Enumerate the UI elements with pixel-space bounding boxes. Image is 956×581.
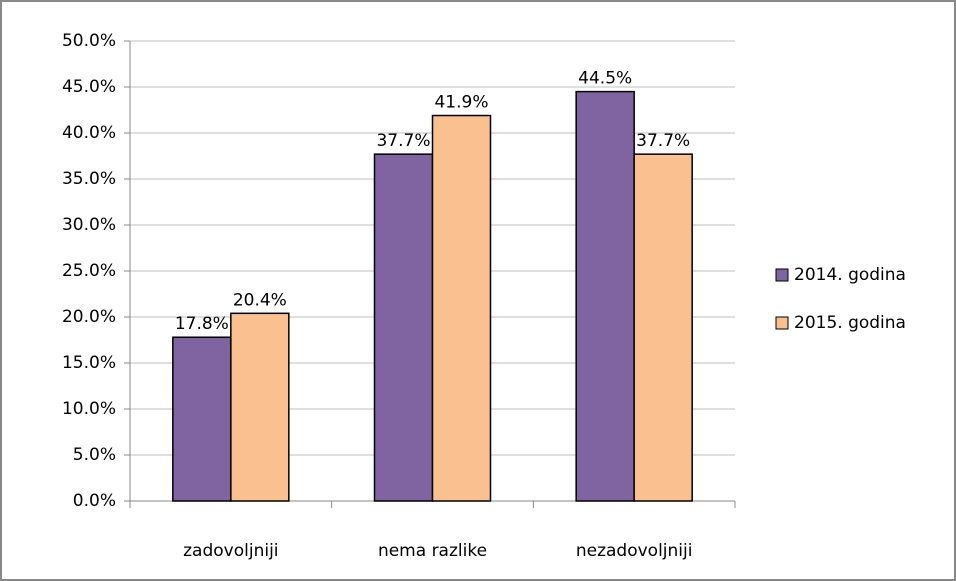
data-label: 37.7% (376, 131, 430, 151)
y-tick-label: 30.0% (62, 215, 116, 235)
legend-label: 2015. godina (794, 313, 906, 333)
y-tick-label: 20.0% (62, 307, 116, 327)
data-label: 37.7% (636, 131, 690, 151)
y-tick-label: 25.0% (62, 261, 116, 281)
bar (633, 153, 693, 502)
y-tick-label: 50.0% (62, 31, 116, 51)
bar (431, 114, 492, 502)
legend-swatch (775, 268, 789, 282)
x-tick-label: nema razlike (378, 541, 487, 561)
y-tick-label: 0.0% (73, 491, 116, 511)
y-tick-label: 35.0% (62, 169, 116, 189)
x-tick-label: nezadovoljniji (576, 541, 693, 561)
bar (172, 336, 232, 502)
data-label: 44.5% (578, 69, 632, 89)
y-tick-label: 40.0% (62, 123, 116, 143)
bar (575, 90, 635, 502)
legend-swatch (775, 316, 789, 330)
data-label: 17.8% (175, 314, 229, 334)
y-tick-label: 5.0% (73, 445, 116, 465)
y-tick-label: 15.0% (62, 353, 116, 373)
y-tick-label: 45.0% (62, 77, 116, 97)
x-tick-label: zadovoljniji (183, 541, 278, 561)
data-label: 41.9% (434, 93, 488, 113)
data-label: 20.4% (233, 290, 287, 310)
y-tick-label: 10.0% (62, 399, 116, 419)
bar (373, 153, 434, 502)
legend-label: 2014. godina (794, 265, 906, 285)
bar (230, 312, 290, 502)
